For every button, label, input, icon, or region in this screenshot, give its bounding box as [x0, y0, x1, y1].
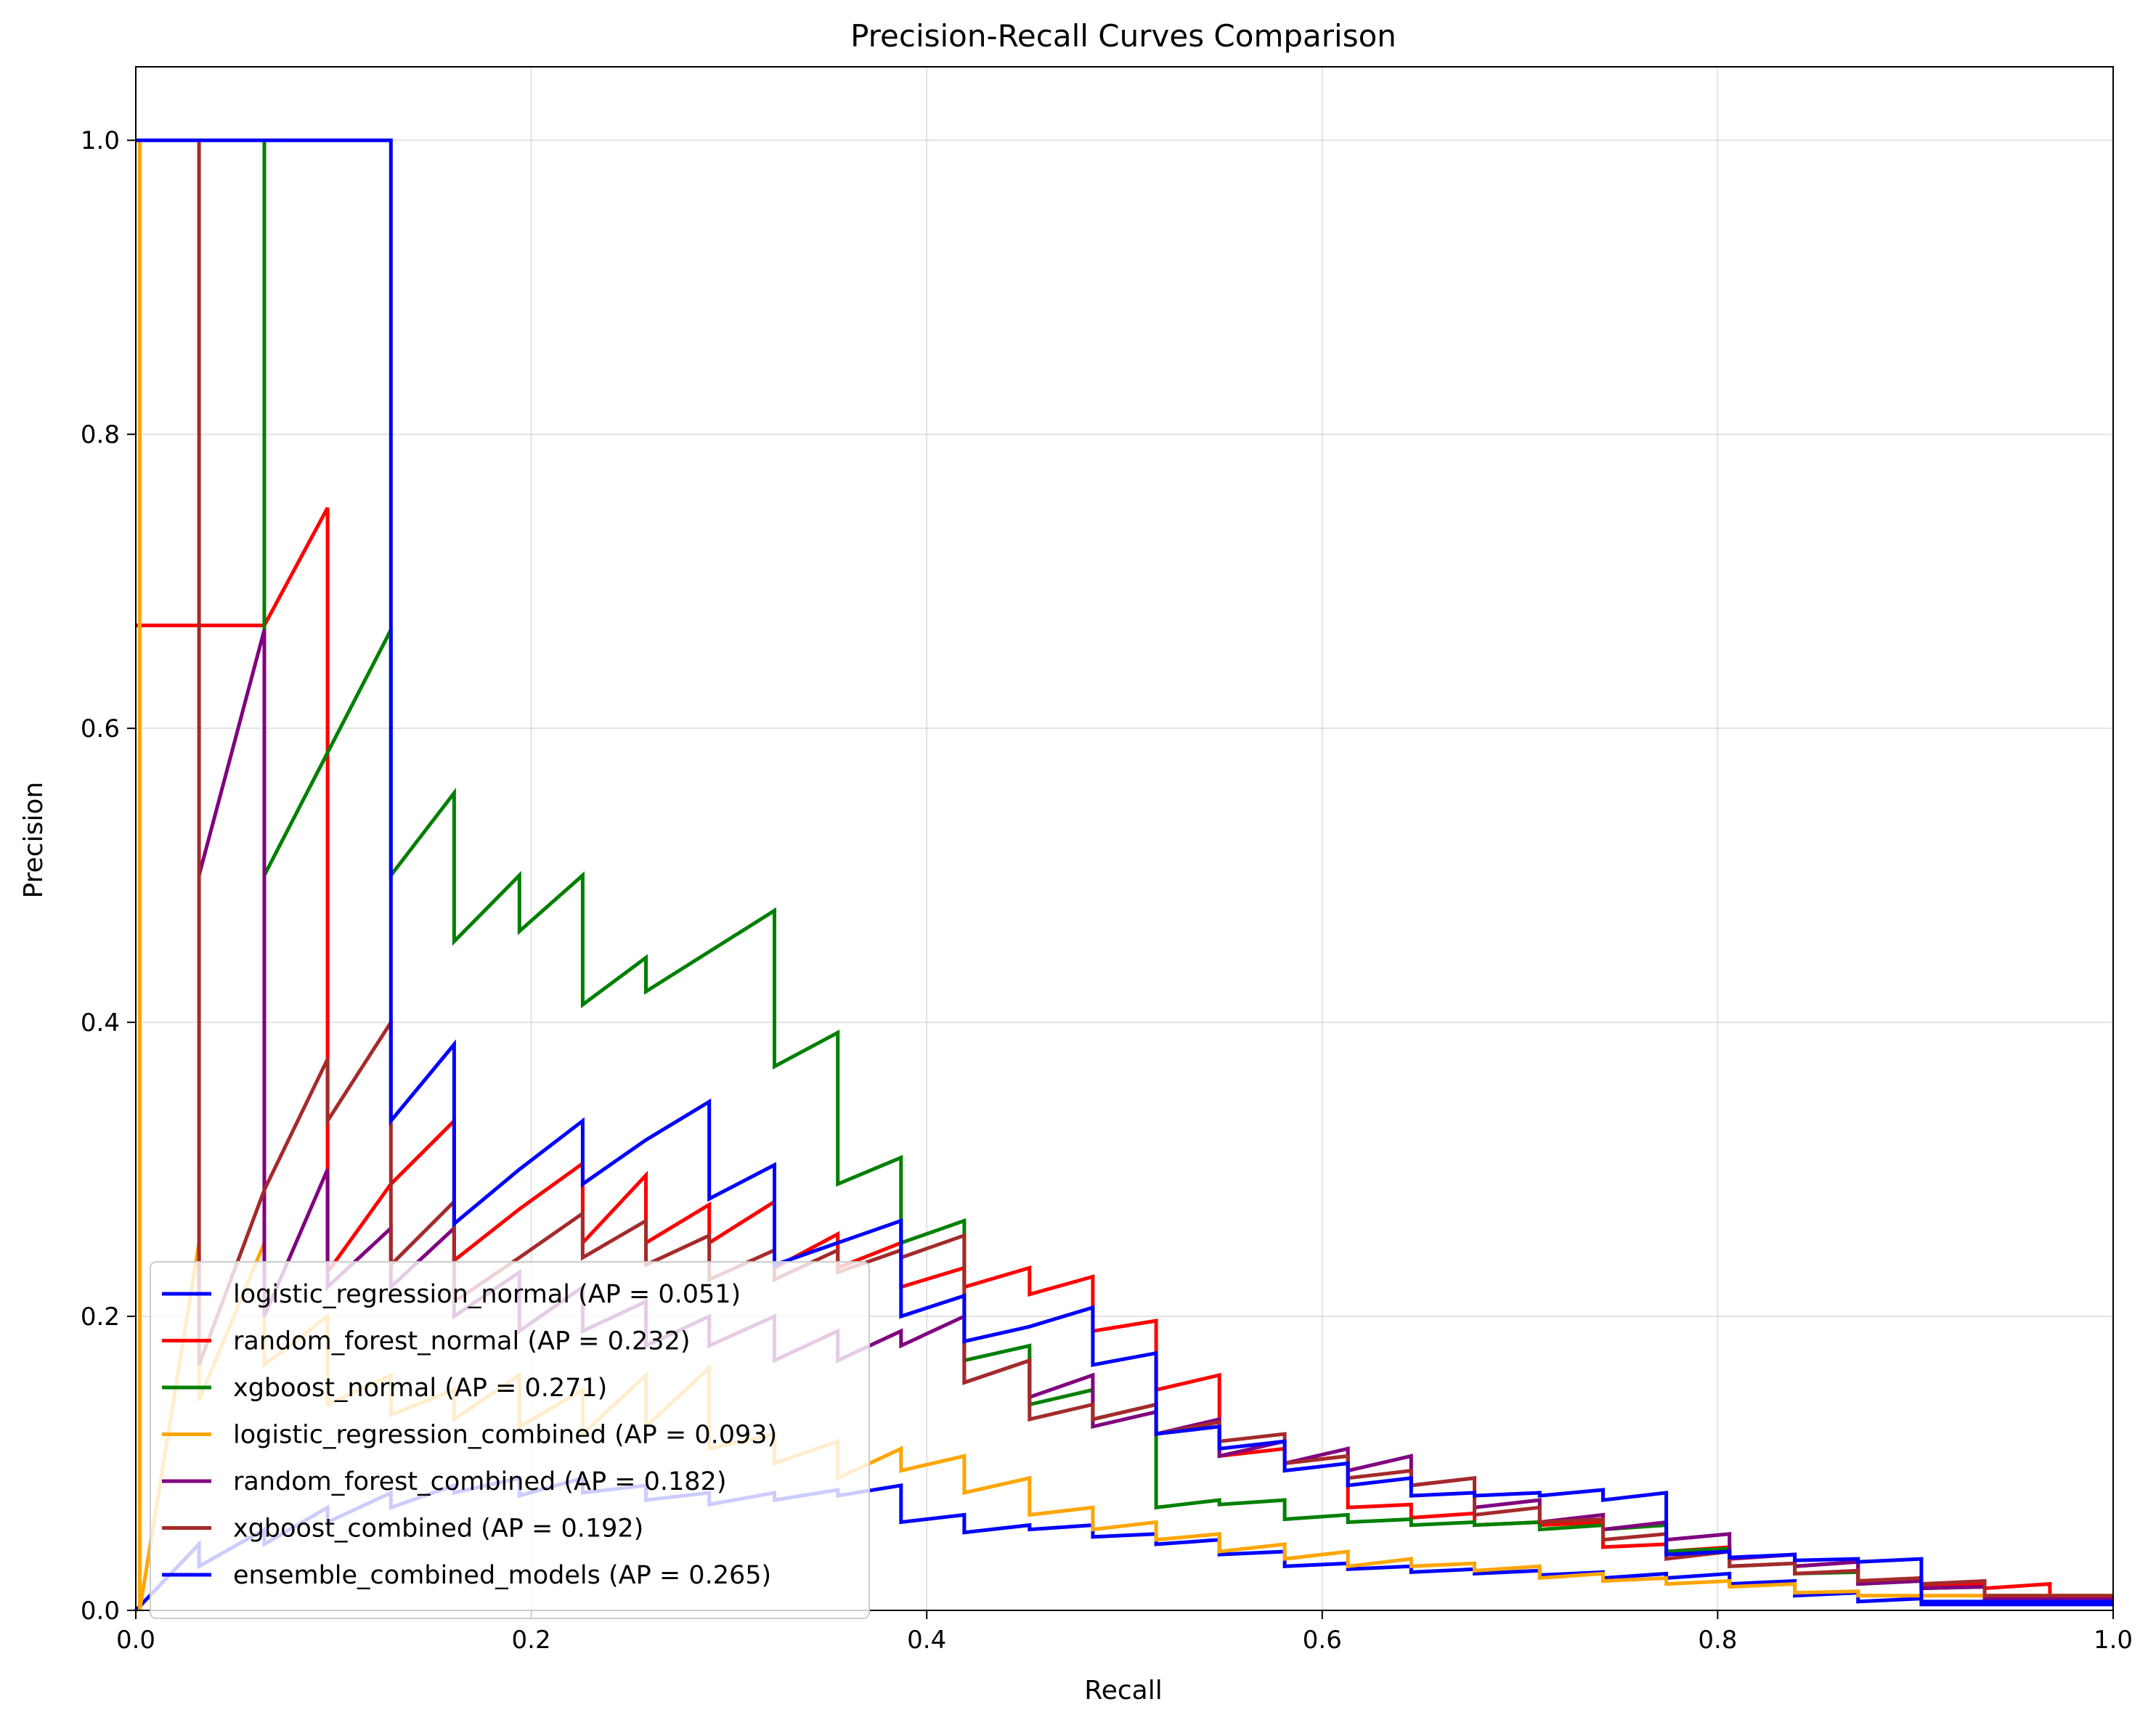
x-tick-label: 0.8 — [1698, 1626, 1737, 1655]
plot-frame — [135, 66, 2114, 1611]
y-tick-label: 1.0 — [81, 126, 120, 155]
legend-entry: ensemble_combined_models (AP = 0.265) — [233, 1561, 771, 1590]
x-axis-ticks: 0.0 0.2 0.4 0.6 0.8 1.0 — [116, 1610, 2133, 1655]
x-tick-label: 0.4 — [907, 1626, 946, 1655]
x-tick-label: 1.0 — [2094, 1626, 2133, 1655]
y-tick-label: 0.4 — [81, 1008, 120, 1038]
legend-entry: xgboost_normal (AP = 0.271) — [233, 1374, 607, 1403]
x-axis-label: Recall — [1084, 1676, 1162, 1705]
legend-entry: xgboost_combined (AP = 0.192) — [233, 1515, 643, 1544]
y-tick-label: 0.0 — [81, 1597, 120, 1626]
legend-entry: random_forest_combined (AP = 0.182) — [233, 1467, 726, 1496]
y-axis-ticks: 0.0 0.2 0.4 0.6 0.8 1.0 — [81, 126, 136, 1626]
y-axis-label: Precision — [19, 782, 49, 899]
y-tick-label: 0.6 — [81, 714, 120, 743]
legend-entry: logistic_regression_combined (AP = 0.093… — [233, 1421, 777, 1450]
y-tick-label: 0.8 — [81, 420, 120, 449]
x-tick-label: 0.0 — [116, 1626, 155, 1655]
legend: logistic_regression_normal (AP = 0.051) r… — [150, 1261, 870, 1619]
legend-entry: logistic_regression_normal (AP = 0.051) — [233, 1280, 741, 1309]
x-tick-label: 0.2 — [512, 1626, 551, 1655]
legend-entry: random_forest_normal (AP = 0.232) — [233, 1327, 691, 1356]
chart-title: Precision-Recall Curves Comparison — [850, 18, 1396, 54]
legend-box — [150, 1261, 870, 1619]
x-tick-label: 0.6 — [1303, 1626, 1342, 1655]
y-tick-label: 0.2 — [81, 1303, 120, 1332]
series-line-6 — [136, 138, 2113, 1604]
